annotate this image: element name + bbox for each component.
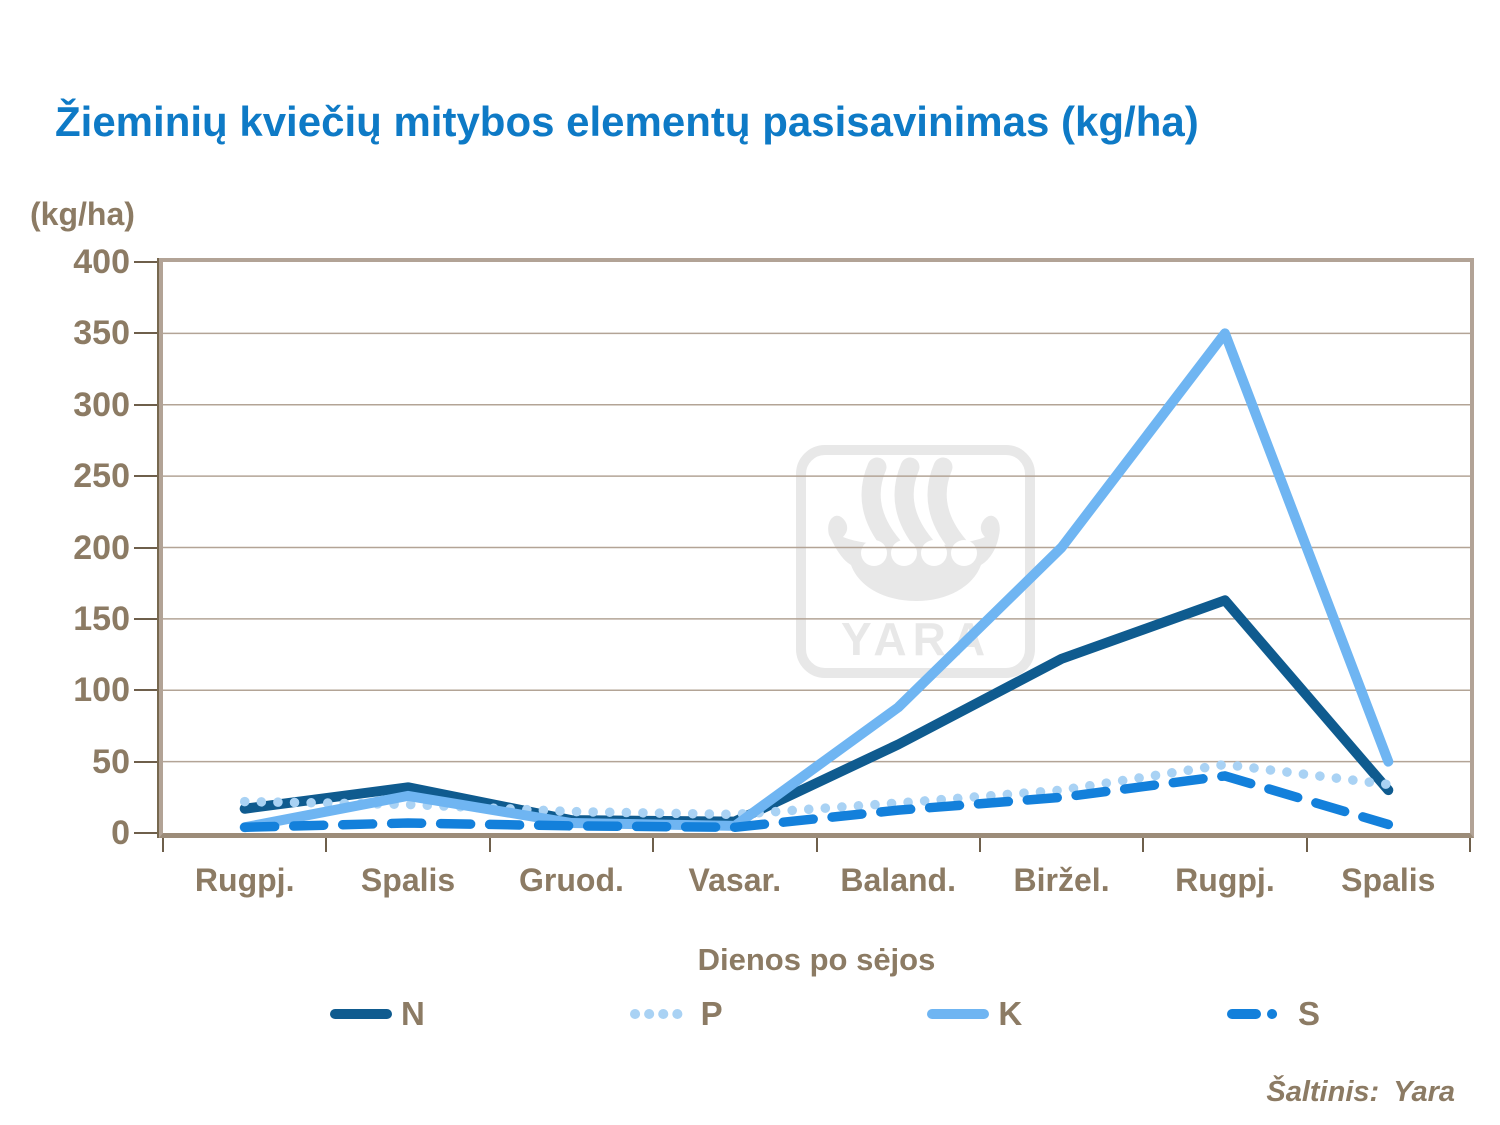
axis-tick-mark bbox=[134, 617, 159, 620]
y-tick-label-300: 300 bbox=[73, 385, 130, 424]
legend-label-p: P bbox=[700, 995, 723, 1032]
axis-tick-mark bbox=[134, 403, 159, 406]
axis-tick-mark bbox=[325, 838, 328, 852]
legend-line-sample-s bbox=[1226, 1009, 1289, 1019]
y-tick-label-250: 250 bbox=[73, 457, 130, 496]
axis-tick-mark bbox=[652, 838, 655, 852]
series-line-n bbox=[239, 595, 1394, 827]
x-tick-label-2: Gruod. bbox=[519, 862, 624, 898]
legend: N P K S bbox=[330, 995, 1320, 1033]
legend-item-k: K bbox=[927, 995, 1022, 1033]
legend-item-s: S bbox=[1226, 995, 1320, 1033]
axis-tick-mark bbox=[488, 838, 491, 852]
source-label: Šaltinis: bbox=[1266, 1076, 1380, 1108]
axis-tick-mark bbox=[1142, 838, 1145, 852]
x-axis-title: Dienos po sėjos bbox=[697, 942, 936, 977]
x-tick-label-6: Rugpj. bbox=[1175, 862, 1275, 898]
legend-item-p: P bbox=[629, 995, 723, 1033]
x-tick-label-1: Spalis bbox=[360, 862, 456, 898]
legend-label-k: K bbox=[998, 995, 1023, 1032]
axis-tick-mark bbox=[1305, 838, 1308, 852]
axis-tick-mark bbox=[134, 261, 159, 263]
chart-title: Žieminių kviečių mitybos elementų pasisa… bbox=[55, 98, 1199, 145]
series-line-k bbox=[239, 328, 1394, 833]
y-tick-label-100: 100 bbox=[73, 671, 130, 710]
legend-label-n: N bbox=[401, 995, 425, 1032]
y-tick-label-350: 350 bbox=[73, 314, 130, 353]
axis-tick-mark bbox=[1469, 838, 1471, 852]
y-tick-label-400: 400 bbox=[73, 243, 130, 281]
axis-tick-mark bbox=[134, 332, 159, 335]
x-tick-label-0: Rugpj. bbox=[194, 862, 295, 898]
axis-tick-mark bbox=[978, 838, 981, 852]
axis-tick-mark bbox=[134, 760, 159, 763]
y-tick-label-50: 50 bbox=[92, 742, 130, 781]
line-chart: YARA bbox=[163, 328, 1470, 833]
axis-tick-mark bbox=[162, 838, 164, 852]
axis-tick-mark bbox=[134, 546, 159, 549]
legend-line-sample-k bbox=[927, 1009, 990, 1019]
y-tick-label-150: 150 bbox=[73, 599, 130, 638]
x-tick-label-5: Biržel. bbox=[1013, 862, 1110, 898]
axis-tick-mark bbox=[134, 832, 159, 834]
x-tick-label-3: Vasar. bbox=[688, 862, 782, 898]
plot-area: YARA bbox=[159, 258, 1474, 838]
axis-tick-mark bbox=[134, 689, 159, 692]
legend-item-n: N bbox=[330, 995, 425, 1033]
y-tick-label-0: 0 bbox=[111, 814, 130, 852]
yara-watermark-logo: YARA bbox=[796, 445, 1035, 678]
legend-line-sample-p bbox=[629, 1009, 692, 1019]
axis-tick-mark bbox=[815, 838, 818, 852]
y-axis-unit-label: (kg/ha) bbox=[30, 196, 135, 232]
x-tick-label-4: Baland. bbox=[840, 862, 956, 898]
axis-tick-mark bbox=[134, 475, 159, 478]
legend-label-s: S bbox=[1297, 995, 1320, 1032]
x-tick-label-7: Spalis bbox=[1341, 862, 1436, 898]
source-note: Šaltinis: Yara bbox=[1266, 1076, 1455, 1109]
y-tick-label-200: 200 bbox=[73, 528, 130, 567]
series-line-s bbox=[239, 771, 1394, 833]
legend-line-sample-n bbox=[330, 1009, 392, 1019]
source-value: Yara bbox=[1393, 1076, 1455, 1108]
